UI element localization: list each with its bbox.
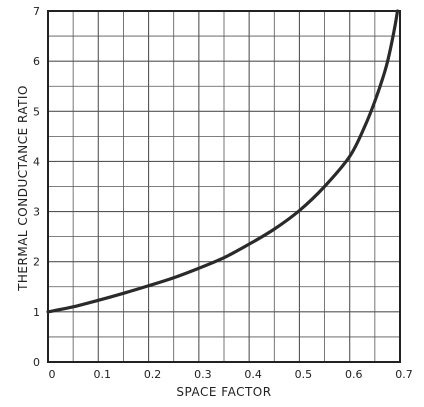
- plot-frame: [47, 10, 401, 363]
- y-tick-label: 6: [33, 55, 40, 68]
- x-tick-label: 0: [49, 368, 56, 381]
- x-tick-label: 0.4: [244, 368, 262, 381]
- y-tick-label: 5: [33, 105, 40, 118]
- y-tick-label: 4: [33, 155, 40, 168]
- grid: [47, 10, 401, 363]
- series-line-0: [46, 9, 400, 314]
- plot-border: [47, 10, 401, 363]
- series-layer: [46, 9, 400, 314]
- y-tick-label: 2: [33, 256, 40, 269]
- y-tick-label: 0: [33, 356, 40, 369]
- x-tick-label: 0.5: [295, 368, 313, 381]
- x-tick-label: 0.6: [345, 368, 363, 381]
- x-tick-label: 0.3: [194, 368, 212, 381]
- y-tick-label: 1: [33, 306, 40, 319]
- y-axis-title: THERMAL CONDUCTANCE RATIO: [16, 85, 30, 292]
- x-tick-label: 0.1: [94, 368, 112, 381]
- y-tick-label: 3: [33, 206, 40, 219]
- x-tick-label: 0.7: [395, 368, 413, 381]
- y-tick-label: 7: [33, 5, 40, 18]
- x-tick-label: 0.2: [144, 368, 162, 381]
- x-axis-title: SPACE FACTOR: [176, 385, 271, 399]
- x-tick-labels: 0 0.1 0.2 0.3 0.4 0.5 0.6 0.7: [49, 368, 413, 381]
- y-tick-labels: 0 1 2 3 4 5 6 7: [33, 5, 40, 369]
